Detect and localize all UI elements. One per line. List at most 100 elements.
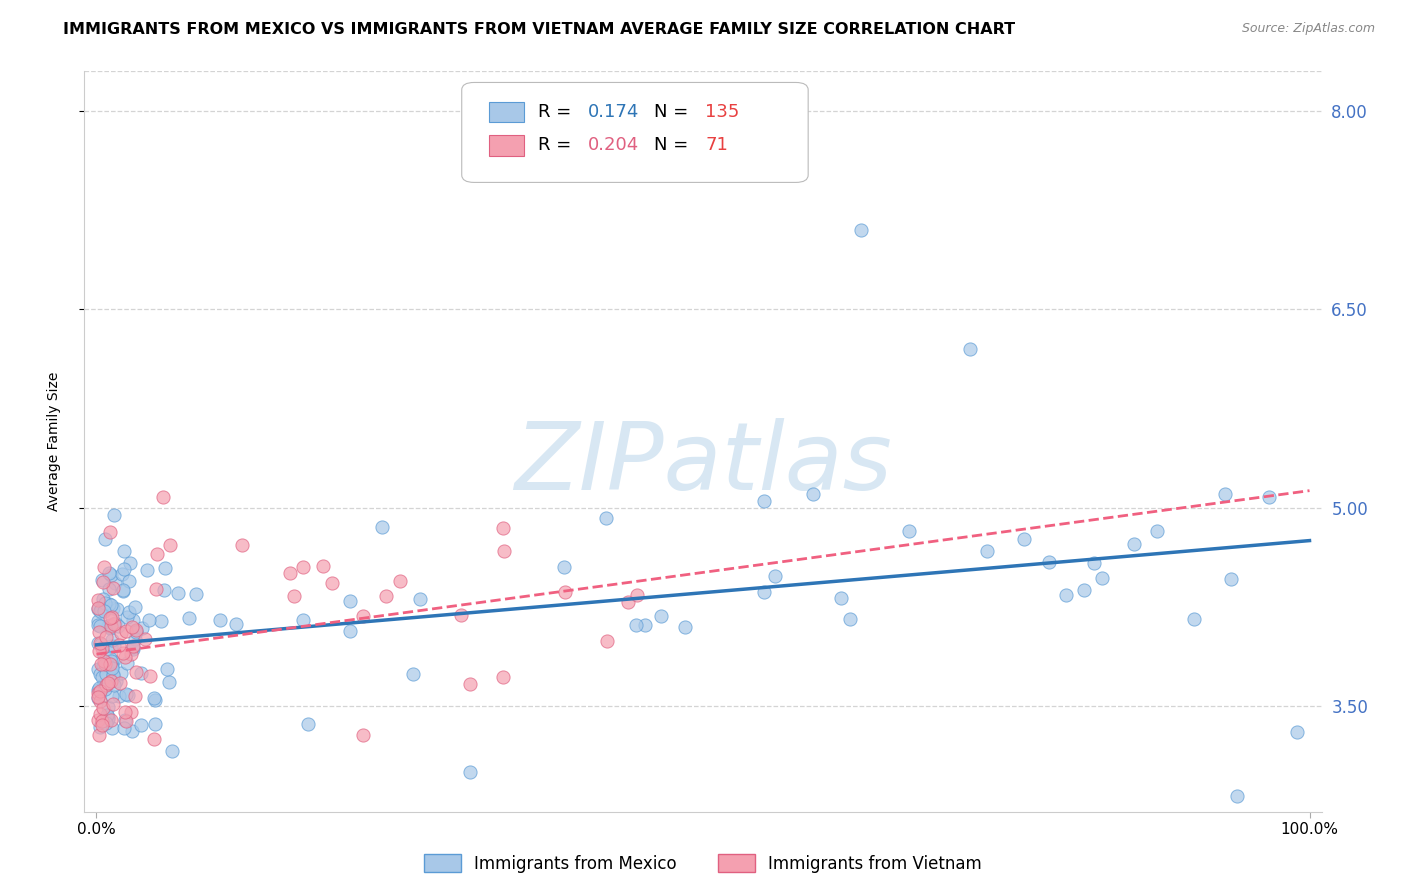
- Point: [98, 566, 121, 580]
- Point: [112, 721, 135, 735]
- Point: [94, 596, 117, 610]
- Point: [94, 681, 117, 696]
- Point: [101, 609, 124, 624]
- Point: [112, 562, 135, 576]
- Point: [374, 589, 396, 603]
- Point: [93, 654, 115, 668]
- Point: [90, 602, 112, 616]
- Point: [143, 693, 166, 707]
- Point: [120, 556, 142, 570]
- Point: [124, 689, 146, 703]
- Point: [131, 621, 153, 635]
- Point: [231, 538, 253, 552]
- Point: [86, 686, 108, 700]
- Point: [101, 668, 124, 682]
- Point: [1258, 490, 1281, 504]
- Point: [112, 583, 135, 598]
- Text: Source: ZipAtlas.com: Source: ZipAtlas.com: [1241, 22, 1375, 36]
- Text: 71: 71: [706, 136, 728, 154]
- Point: [143, 691, 166, 706]
- Point: [616, 594, 638, 608]
- Text: 0.174: 0.174: [588, 103, 640, 121]
- Point: [1073, 583, 1095, 598]
- Point: [89, 707, 111, 722]
- Point: [339, 593, 361, 607]
- Point: [283, 589, 305, 603]
- Point: [959, 342, 981, 356]
- Point: [103, 508, 125, 522]
- Point: [492, 543, 515, 558]
- Point: [93, 559, 115, 574]
- Point: [111, 582, 134, 597]
- Text: 0.204: 0.204: [588, 136, 640, 154]
- Point: [1286, 725, 1309, 739]
- Point: [107, 690, 129, 704]
- Point: [1054, 588, 1077, 602]
- Point: [98, 582, 121, 596]
- Point: [94, 630, 117, 644]
- Point: [763, 569, 786, 583]
- Point: [103, 639, 125, 653]
- Point: [97, 700, 120, 714]
- Point: [87, 625, 110, 640]
- Text: N =: N =: [654, 103, 693, 121]
- Text: 135: 135: [706, 103, 740, 121]
- Point: [1146, 524, 1168, 538]
- Point: [125, 624, 148, 638]
- Point: [280, 566, 302, 580]
- Point: [94, 678, 117, 692]
- Point: [129, 666, 152, 681]
- Point: [100, 598, 122, 612]
- Point: [89, 604, 111, 618]
- Point: [371, 520, 394, 534]
- Point: [89, 683, 111, 698]
- Point: [100, 657, 122, 672]
- Point: [754, 585, 776, 599]
- Point: [111, 567, 134, 582]
- Point: [94, 667, 117, 681]
- Point: [352, 728, 374, 742]
- Point: [87, 682, 110, 697]
- Point: [87, 636, 110, 650]
- Point: [976, 544, 998, 558]
- Point: [129, 718, 152, 732]
- Point: [146, 547, 169, 561]
- Text: N =: N =: [654, 136, 693, 154]
- Point: [458, 764, 481, 779]
- Point: [94, 657, 117, 672]
- Point: [96, 712, 118, 726]
- Point: [103, 697, 125, 711]
- Point: [225, 617, 247, 632]
- Text: IMMIGRANTS FROM MEXICO VS IMMIGRANTS FROM VIETNAM AVERAGE FAMILY SIZE CORRELATIO: IMMIGRANTS FROM MEXICO VS IMMIGRANTS FRO…: [63, 22, 1015, 37]
- Point: [492, 521, 515, 535]
- Point: [100, 619, 122, 633]
- Point: [115, 656, 138, 670]
- Point: [152, 490, 174, 504]
- Point: [321, 575, 343, 590]
- Point: [752, 494, 775, 508]
- Point: [673, 619, 696, 633]
- Point: [650, 608, 672, 623]
- Point: [124, 625, 146, 640]
- Point: [86, 602, 108, 616]
- Point: [86, 714, 108, 728]
- Point: [103, 616, 125, 631]
- Point: [121, 620, 143, 634]
- Point: [1220, 572, 1243, 586]
- Point: [157, 674, 180, 689]
- Point: [110, 666, 132, 681]
- Point: [97, 710, 120, 724]
- Point: [114, 705, 136, 719]
- Point: [111, 646, 134, 660]
- Point: [118, 574, 141, 588]
- Point: [91, 714, 114, 729]
- Point: [153, 583, 176, 598]
- Point: [107, 619, 129, 633]
- Point: [115, 624, 138, 638]
- Point: [105, 602, 128, 616]
- Point: [1038, 556, 1060, 570]
- Point: [100, 674, 122, 689]
- Point: [595, 511, 617, 525]
- Point: [93, 677, 115, 691]
- Point: [1213, 487, 1236, 501]
